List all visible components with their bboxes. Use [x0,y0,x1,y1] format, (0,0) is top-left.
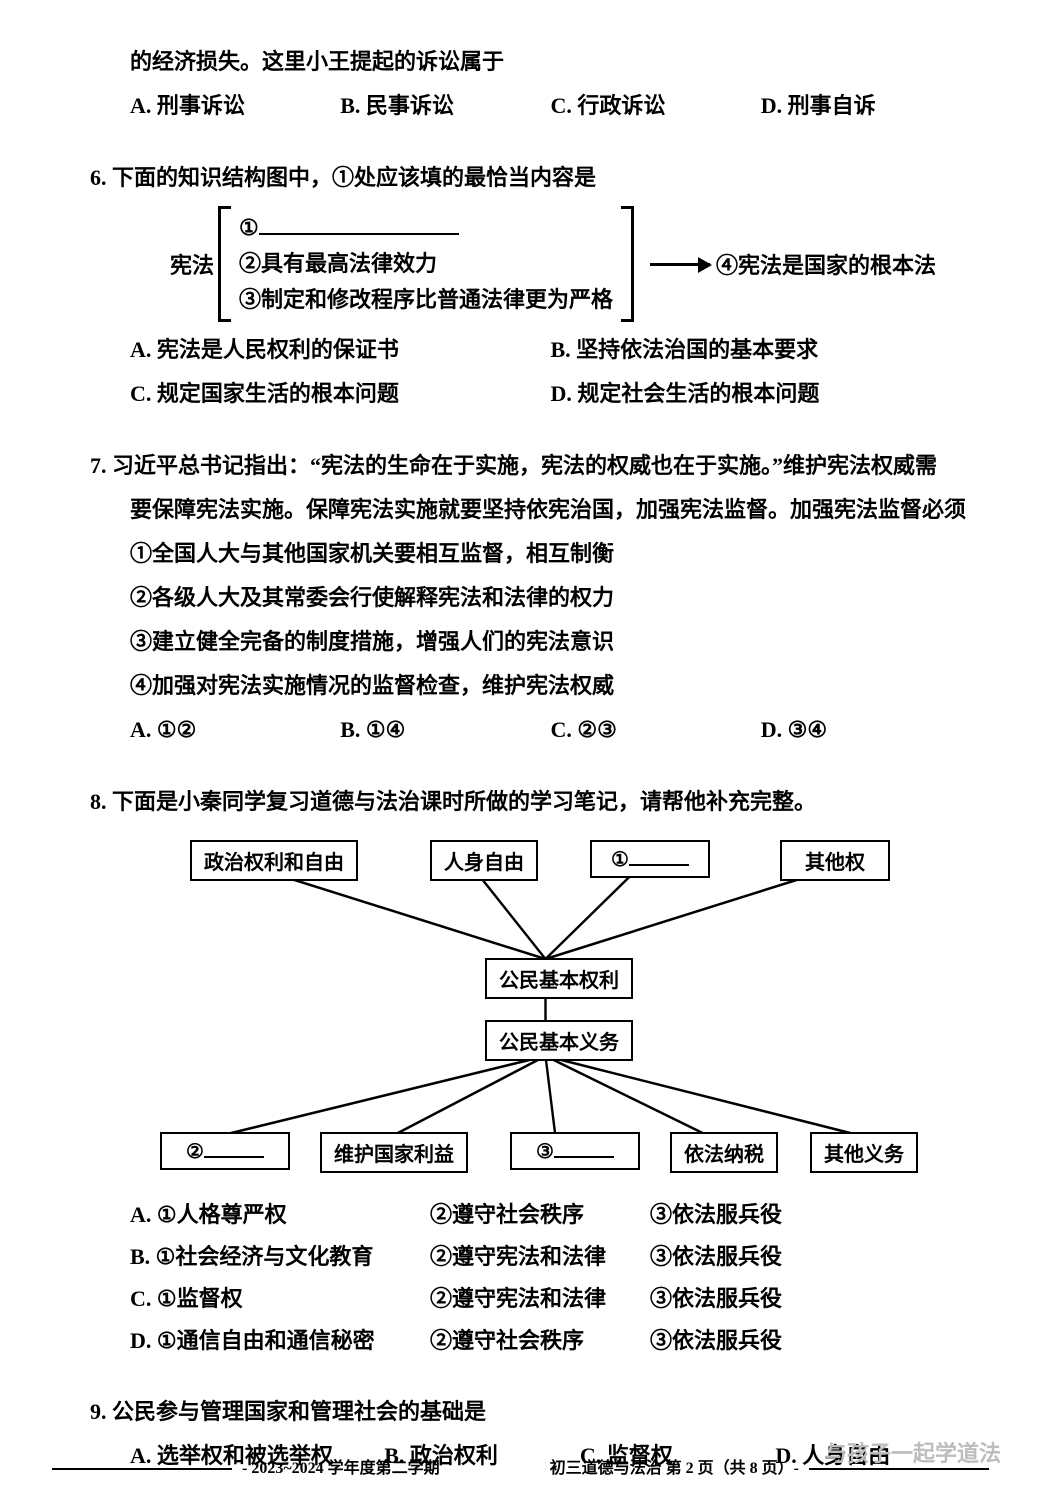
divider-icon [52,1468,232,1470]
q8-d-2: ②遵守社会秩序 [430,1320,650,1362]
footer-left: - 2023~2024 学年度第二学期 [242,1460,440,1477]
blank-line [259,211,459,235]
node-mid-1: 公民基本权利 [485,958,633,999]
q6-options: A. 宪法是人民权利的保证书 B. 坚持依法治国的基本要求 C. 规定国家生活的… [130,328,971,416]
q6-opt-d: D. 规定社会生活的根本问题 [551,372,972,416]
table-row: B. ①社会经济与文化教育 ②遵守宪法和法律 ③依法服兵役 [130,1236,971,1278]
question-7: 7. 习近平总书记指出：“宪法的生命在于实施，宪法的权威也在于实施。”维护宪法权… [90,444,971,752]
table-row: C. ①监督权 ②遵守宪法和法律 ③依法服兵役 [130,1278,971,1320]
footer-right: 初三道德与法治 第 2 页（共 8 页）- [550,1460,799,1477]
q7-opt-c: C. ②③ [551,708,761,752]
q8-c-1: C. ①监督权 [130,1278,430,1320]
q8-a-2: ②遵守社会秩序 [430,1194,650,1236]
q8-b-1: B. ①社会经济与文化教育 [130,1236,430,1278]
q7-s1: ①全国人大与其他国家机关要相互监督，相互制衡 [130,532,971,576]
node-bot-4: 依法纳税 [670,1132,778,1173]
q8-a-3: ③依法服兵役 [650,1194,850,1236]
table-row: A. ①人格尊严权 ②遵守社会秩序 ③依法服兵役 [130,1194,971,1236]
bracket-right-icon [621,206,634,322]
node-bot-3: ③ [510,1132,640,1170]
q6-opt-b: B. 坚持依法治国的基本要求 [551,328,972,372]
q9-stem: 9. 公民参与管理国家和管理社会的基础是 [90,1390,971,1434]
q6-stem: 6. 下面的知识结构图中，①处应该填的最恰当内容是 [90,156,971,200]
question-8: 8. 下面是小秦同学复习道德与法治课时所做的学习笔记，请帮他补充完整。 政治权利… [90,780,971,1362]
q5-opt-d: D. 刑事自诉 [761,84,971,128]
q7-options: A. ①② B. ①④ C. ②③ D. ③④ [130,708,971,752]
blank-line [204,1138,264,1158]
q5-opt-a: A. 刑事诉讼 [130,84,340,128]
q7-stem-1: 7. 习近平总书记指出：“宪法的生命在于实施，宪法的权威也在于实施。”维护宪法权… [90,444,971,488]
q7-s2: ②各级人大及其常委会行使解释宪法和法律的权力 [130,576,971,620]
q8-c-3: ③依法服兵役 [650,1278,850,1320]
exam-page: 的经济损失。这里小王提起的诉讼属于 A. 刑事诉讼 B. 民事诉讼 C. 行政诉… [0,0,1041,1508]
connectors-svg [150,834,941,1174]
q8-stem: 8. 下面是小秦同学复习道德与法治课时所做的学习笔记，请帮他补充完整。 [90,780,971,824]
q6-item-3: ③制定和修改程序比普通法律更为严格 [239,282,613,318]
q8-diagram: 政治权利和自由 人身自由 ① 其他权 公民基本权利 公民基本义务 ② 维护国家利… [150,834,941,1174]
blank-line [554,1138,614,1158]
node-top-1: 政治权利和自由 [190,840,358,881]
table-row: D. ①通信自由和通信秘密 ②遵守社会秩序 ③依法服兵役 [130,1320,971,1362]
q8-a-1: A. ①人格尊严权 [130,1194,430,1236]
q8-b-3: ③依法服兵役 [650,1236,850,1278]
node-mid-2: 公民基本义务 [485,1020,633,1061]
q7-s3: ③建立健全完备的制度措施，增强人们的宪法意识 [130,620,971,664]
q5-opt-b: B. 民事诉讼 [340,84,550,128]
q5-tail: 的经济损失。这里小王提起的诉讼属于 [130,40,971,84]
q6-opt-a: A. 宪法是人民权利的保证书 [130,328,551,372]
q5-opt-c: C. 行政诉讼 [551,84,761,128]
q7-opt-d: D. ③④ [761,708,971,752]
q8-d-3: ③依法服兵役 [650,1320,850,1362]
q6-item-1: ① [239,210,613,246]
question-6: 6. 下面的知识结构图中，①处应该填的最恰当内容是 宪法 ① ②具有最高法律效力… [90,156,971,416]
blank-line [629,846,689,866]
q8-b-2: ②遵守宪法和法律 [430,1236,650,1278]
q7-s4: ④加强对宪法实施情况的监督检查，维护宪法权威 [130,664,971,708]
q7-opt-a: A. ①② [130,708,340,752]
q6-root: 宪法 [170,248,214,280]
node-top-2: 人身自由 [430,840,538,881]
bracket-left-icon [218,206,231,322]
q6-diagram: 宪法 ① ②具有最高法律效力 ③制定和修改程序比普通法律更为严格 ④宪法是国家的… [170,206,971,322]
q6-result: ④宪法是国家的根本法 [716,248,936,280]
node-top-3: ① [590,840,710,878]
node-top-4: 其他权 [780,840,890,881]
watermark: 与孩子一起学道法 [825,1436,1001,1468]
q6-item-2: ②具有最高法律效力 [239,246,613,282]
q7-stem-2: 要保障宪法实施。保障宪法实施就要坚持依宪治国，加强宪法监督。加强宪法监督必须 [130,488,971,532]
arrow-right-icon [650,263,710,266]
q6-opt-c: C. 规定国家生活的根本问题 [130,372,551,416]
divider-icon [809,1468,989,1470]
node-bot-2: 维护国家利益 [320,1132,468,1173]
q8-c-2: ②遵守宪法和法律 [430,1278,650,1320]
q7-opt-b: B. ①④ [340,708,550,752]
node-bot-5: 其他义务 [810,1132,918,1173]
node-bot-1: ② [160,1132,290,1170]
q5-options: A. 刑事诉讼 B. 民事诉讼 C. 行政诉讼 D. 刑事自诉 [130,84,971,128]
q8-answers: A. ①人格尊严权 ②遵守社会秩序 ③依法服兵役 B. ①社会经济与文化教育 ②… [130,1194,971,1362]
q8-d-1: D. ①通信自由和通信秘密 [130,1320,430,1362]
